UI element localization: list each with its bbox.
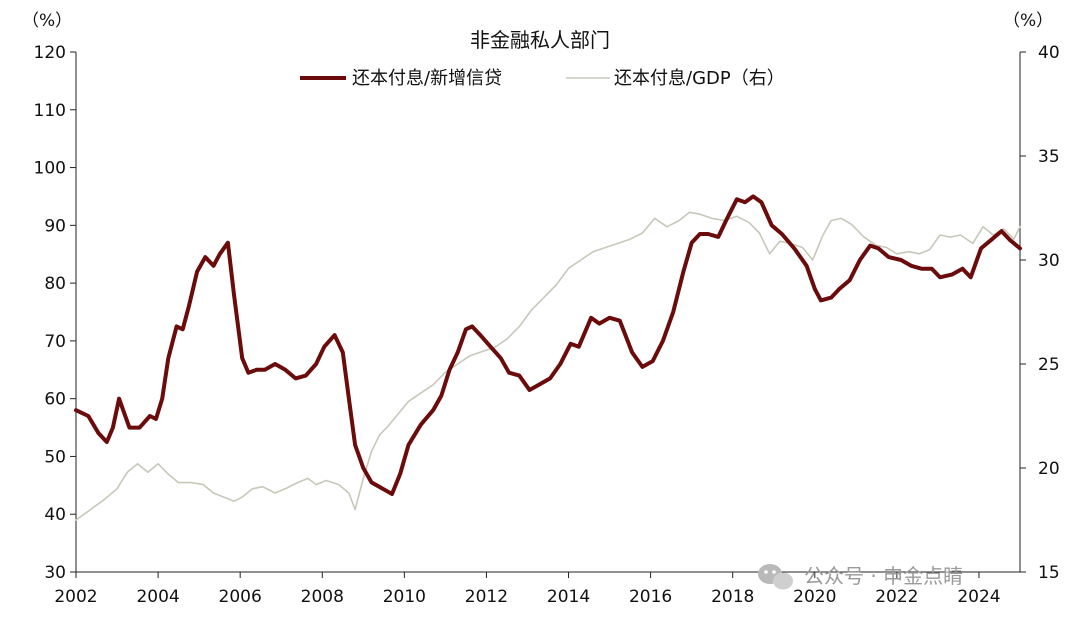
x-tick-label: 2002 [54, 587, 97, 607]
right-tick-label: 25 [1038, 355, 1060, 375]
left-tick-label: 30 [44, 563, 66, 583]
left-tick-label: 110 [34, 101, 66, 121]
chart-title: 非金融私人部门 [470, 28, 610, 52]
right-axis-unit: （%） [1003, 11, 1053, 31]
wechat-icon [758, 564, 793, 590]
left-tick-label: 40 [44, 505, 66, 525]
series-layer [74, 194, 1022, 521]
legend-label-debt-service-gdp: 还本付息/GDP（右） [614, 68, 785, 89]
series-debt-service-gdp [75, 211, 1021, 521]
x-tick-label: 2004 [136, 587, 179, 607]
x-tick-label: 2022 [875, 587, 918, 607]
left-tick-label: 120 [34, 43, 66, 63]
x-tick-label: 2010 [383, 587, 426, 607]
left-axis-unit: （%） [22, 11, 72, 31]
left-tick-label: 70 [44, 332, 66, 352]
series-debt-service-credit [74, 194, 1022, 496]
left-tick-label: 90 [44, 216, 66, 236]
axes: 30 40 50 60 70 80 90 100 110 120 15 20 25 30 35 40 2002 2… [34, 43, 1060, 607]
right-tick-label: 15 [1038, 563, 1060, 583]
x-tick-label: 2024 [957, 587, 1000, 607]
right-tick-label: 30 [1038, 251, 1060, 271]
left-tick-label: 50 [44, 447, 66, 467]
legend: 还本付息/新增信贷 还本付息/GDP（右） [300, 68, 785, 89]
right-tick-label: 35 [1038, 147, 1060, 167]
watermark-text: 公众号 · 申金点睛 [804, 564, 963, 588]
right-tick-label: 40 [1038, 43, 1060, 63]
right-tick-label: 20 [1038, 459, 1060, 479]
x-tick-label: 2012 [465, 587, 508, 607]
x-tick-label: 2014 [547, 587, 590, 607]
left-tick-label: 80 [44, 274, 66, 294]
legend-label-debt-service-credit: 还本付息/新增信贷 [352, 68, 502, 89]
x-tick-label: 2008 [301, 587, 344, 607]
x-tick-label: 2016 [629, 587, 672, 607]
left-tick-label: 100 [34, 159, 66, 179]
x-tick-label: 2006 [219, 587, 262, 607]
x-tick-label: 2020 [793, 587, 836, 607]
x-tick-label: 2018 [711, 587, 754, 607]
left-tick-label: 60 [44, 390, 66, 410]
watermark: 公众号 · 申金点睛 [758, 564, 963, 590]
